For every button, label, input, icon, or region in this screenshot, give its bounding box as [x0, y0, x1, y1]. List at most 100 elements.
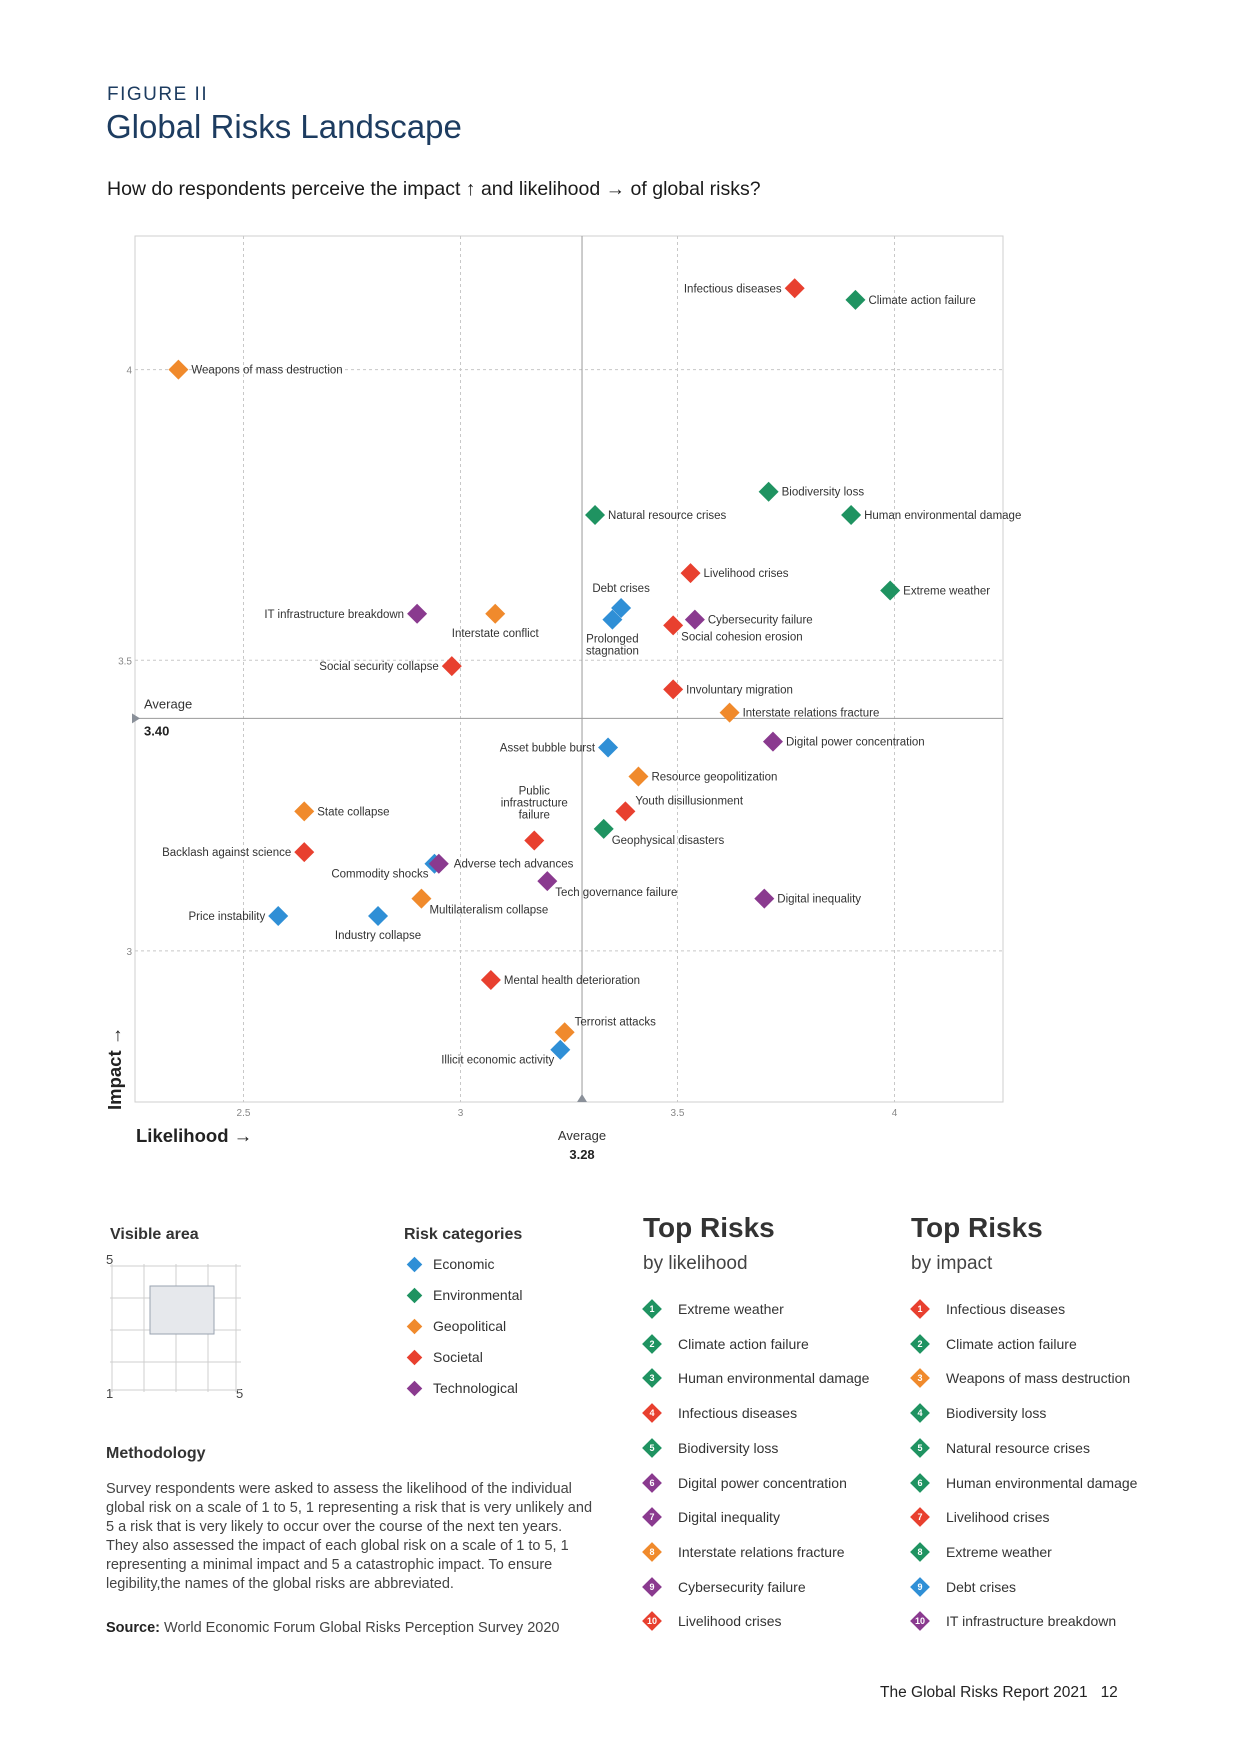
rank-badge: 1: [642, 1299, 662, 1319]
figure-title: Global Risks Landscape: [106, 108, 462, 145]
risk-point-marker: [615, 801, 636, 822]
legend-item: Geopolitical: [406, 1318, 506, 1334]
top-impact-subtitle: by impact: [911, 1253, 993, 1274]
risk-point-marker: [428, 853, 449, 874]
risk-point-marker: [628, 766, 649, 787]
rank-number: 5: [649, 1442, 655, 1453]
top-risk-label: Debt crises: [946, 1578, 1017, 1595]
top-risk-label: Infectious diseases: [678, 1405, 798, 1422]
rank-number: 5: [917, 1442, 923, 1453]
rank-badge: 10: [910, 1611, 930, 1632]
risk-point-label: Social security collapse: [319, 661, 439, 673]
y-axis-title: Impact →: [104, 1026, 125, 1110]
risk-point-marker: [611, 597, 632, 618]
top-risk-label: Extreme weather: [678, 1301, 784, 1317]
top-risk-item: 5 Natural resource crises: [910, 1437, 1090, 1458]
risk-categories-title: Risk categories: [404, 1226, 523, 1243]
risk-point-marker: [485, 603, 506, 624]
y-tick-label: 3: [126, 947, 132, 958]
average-y-value: 3.40: [144, 723, 169, 738]
rank-badge: 5: [642, 1437, 662, 1458]
risk-point-label: Public: [519, 785, 551, 797]
visible-area-title: Visible area: [110, 1226, 199, 1243]
top-risk-label: Infectious diseases: [946, 1301, 1066, 1317]
methodology-title: Methodology: [106, 1445, 206, 1462]
risk-point-label: Asset bubble burst: [500, 742, 596, 754]
visible-area-y-bottom: 1: [106, 1386, 114, 1401]
rank-number: 9: [649, 1581, 655, 1592]
plot-frame: [134, 235, 1004, 1103]
x-tick-label: 3.5: [671, 1108, 685, 1119]
legend-swatch: [406, 1256, 423, 1272]
rank-badge: 3: [642, 1368, 662, 1389]
rank-number: 8: [649, 1546, 655, 1557]
visible-area-box: [149, 1285, 215, 1335]
top-risk-label: Extreme weather: [946, 1543, 1052, 1560]
average-x-label: Average: [558, 1128, 606, 1143]
rank-badge: 2: [910, 1333, 930, 1354]
y-tick-label: 4: [126, 366, 132, 377]
risk-point-marker: [762, 731, 783, 752]
report-name: The Global Risks Report 2021: [880, 1684, 1088, 1701]
risk-point-label: Multilateralism collapse: [429, 905, 548, 917]
risk-point-marker: [585, 504, 606, 525]
figure-label: FIGURE II: [107, 84, 209, 105]
risk-point-label: Prolonged: [586, 634, 638, 646]
legend-item: Technological: [406, 1380, 518, 1396]
rank-number: 3: [917, 1373, 923, 1384]
risk-point-label: Human environmental damage: [864, 510, 1021, 522]
risk-point-marker: [663, 615, 684, 636]
top-risk-item: 4 Biodiversity loss: [910, 1403, 1047, 1423]
top-risk-item: 2 Climate action failure: [642, 1333, 809, 1354]
x-tick-label: 2.5: [237, 1108, 251, 1119]
top-risk-label: IT infrastructure breakdown: [946, 1613, 1117, 1630]
risk-point-marker: [602, 609, 623, 630]
rank-badge: 5: [910, 1437, 930, 1458]
top-risk-label: Biodiversity loss: [946, 1405, 1047, 1422]
risk-point-marker: [719, 702, 740, 723]
top-risk-item: 7 Digital inequality: [642, 1507, 780, 1528]
rank-number: 10: [914, 1616, 925, 1627]
rank-badge: 10: [642, 1611, 662, 1632]
top-risk-item: 4 Infectious diseases: [642, 1403, 798, 1423]
risk-point-marker: [880, 580, 901, 601]
risk-point-marker: [598, 737, 619, 758]
legend-label: Geopolitical: [433, 1318, 507, 1334]
top-risk-label: Digital power concentration: [678, 1474, 847, 1491]
risk-point-marker: [368, 906, 389, 927]
risk-point-label: Extreme weather: [903, 586, 990, 598]
risk-point-label: State collapse: [317, 806, 389, 818]
rank-badge: 8: [642, 1541, 662, 1562]
rank-number: 1: [917, 1304, 923, 1314]
rank-badge: 4: [910, 1403, 930, 1423]
risk-point-label: Digital inequality: [777, 894, 861, 906]
top-risk-item: 8 Interstate relations fracture: [642, 1541, 845, 1562]
rank-number: 2: [917, 1338, 923, 1349]
risk-point-marker: [441, 656, 462, 677]
risk-point-marker: [554, 1022, 575, 1043]
methodology-text: Survey respondents were asked to assess …: [106, 1481, 593, 1592]
risk-point-label: Mental health deterioration: [504, 975, 640, 987]
top-risk-item: 8 Extreme weather: [910, 1541, 1052, 1562]
visible-area-y-top: 5: [106, 1252, 114, 1267]
legend-item: Economic: [406, 1256, 494, 1272]
risk-point-label: Natural resource crises: [608, 510, 726, 522]
risk-point-marker: [480, 969, 501, 990]
top-risk-item: 10 Livelihood crises: [642, 1611, 782, 1632]
top-risk-label: Climate action failure: [946, 1335, 1077, 1352]
source-text: World Economic Forum Global Risks Percep…: [164, 1620, 560, 1636]
risk-point-label: Backlash against science: [162, 847, 291, 859]
top-risk-label: Climate action failure: [678, 1335, 809, 1352]
source-label: Source:: [106, 1620, 160, 1636]
top-risk-item: 3 Human environmental damage: [642, 1368, 869, 1389]
average-y-label: Average: [144, 696, 192, 711]
risk-point-marker: [684, 609, 705, 630]
chart-subtitle: How do respondents perceive the impact ↑…: [107, 178, 761, 200]
risk-point-marker: [550, 1039, 571, 1060]
legend-swatch: [406, 1318, 423, 1334]
top-impact-title: Top Risks: [911, 1212, 1043, 1243]
risk-point-label: Interstate conflict: [452, 628, 540, 640]
risk-point-label: Social cohesion erosion: [681, 631, 802, 643]
rank-badge: 7: [642, 1507, 662, 1528]
